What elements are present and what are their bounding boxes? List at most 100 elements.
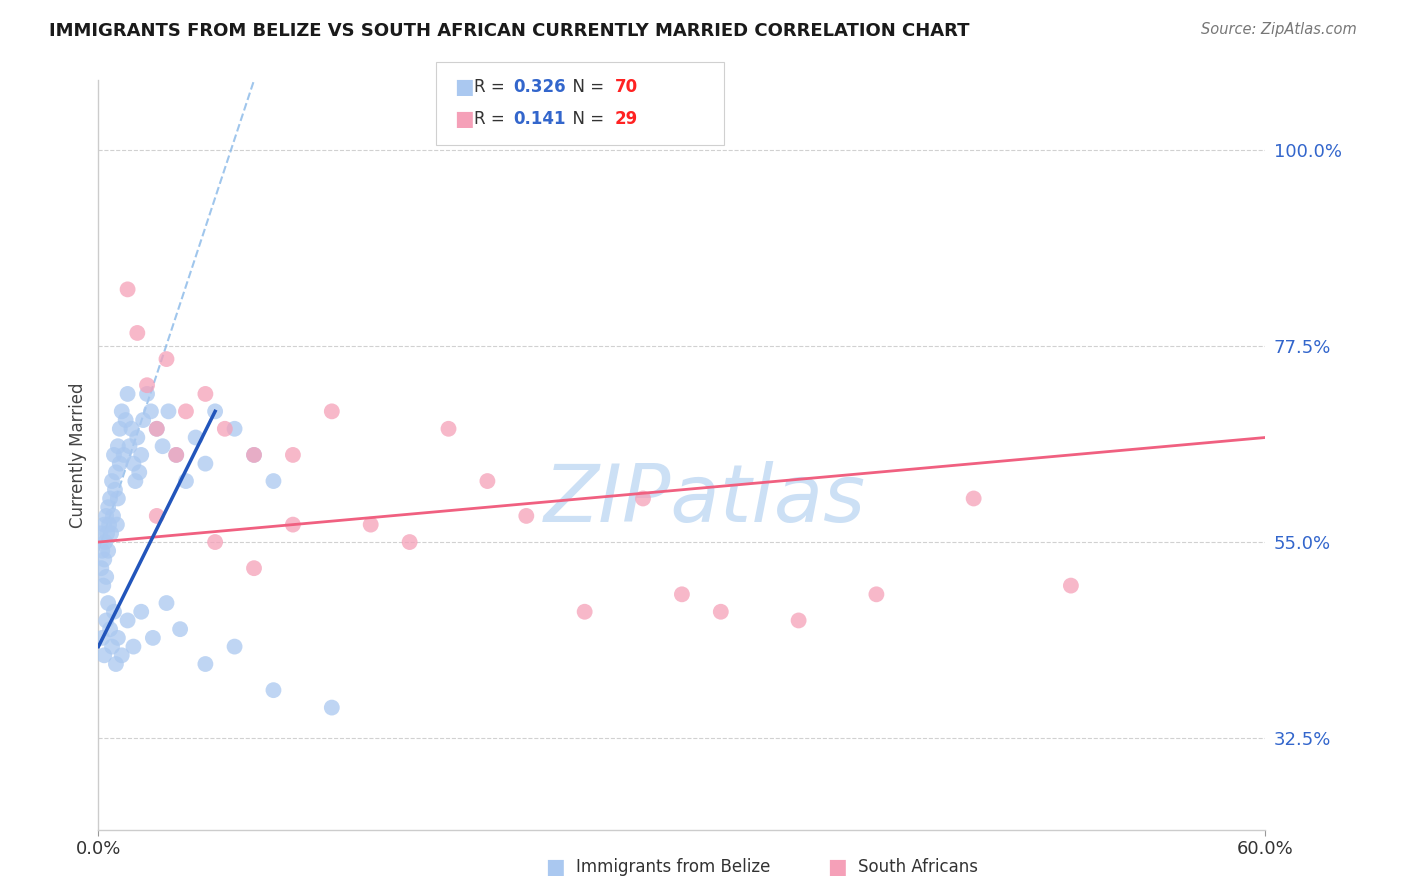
Point (194, 457, 217, 471)
Point (94, 535, 117, 549)
Point (194, 387, 217, 401)
Point (91, 543, 114, 558)
Point (124, 474, 146, 488)
Point (104, 657, 127, 671)
Point (157, 404, 180, 418)
Point (184, 430, 207, 444)
Point (112, 448, 135, 462)
Text: South Africans: South Africans (858, 858, 977, 876)
Point (437, 422, 460, 436)
Point (139, 404, 162, 418)
Point (865, 587, 887, 601)
Point (100, 526, 122, 541)
Text: ZIPatlas: ZIPatlas (544, 461, 866, 539)
Point (477, 474, 499, 488)
Point (98, 517, 121, 532)
Point (122, 640, 145, 654)
Point (281, 517, 304, 532)
Point (962, 491, 984, 506)
Point (174, 404, 197, 418)
Y-axis label: Currently Married: Currently Married (69, 382, 87, 528)
Point (1060, 579, 1083, 593)
Text: R =: R = (474, 78, 510, 95)
Point (224, 422, 246, 436)
Point (90, 561, 112, 575)
Point (103, 448, 125, 462)
Point (321, 700, 343, 714)
Point (96, 526, 118, 541)
Text: N =: N = (562, 110, 610, 128)
Point (127, 430, 149, 444)
Point (117, 614, 139, 628)
Point (96, 614, 118, 628)
Point (146, 508, 169, 523)
Point (118, 439, 141, 453)
Text: ■: ■ (546, 857, 565, 877)
Text: 0.326: 0.326 (513, 78, 565, 95)
Text: 29: 29 (614, 110, 638, 128)
Point (204, 404, 226, 418)
Text: IMMIGRANTS FROM BELIZE VS SOUTH AFRICAN CURRENTLY MARRIED CORRELATION CHART: IMMIGRANTS FROM BELIZE VS SOUTH AFRICAN … (49, 22, 970, 40)
Text: 0.141: 0.141 (513, 110, 565, 128)
Point (243, 448, 266, 462)
Point (97, 500, 120, 515)
Point (281, 448, 304, 462)
Point (165, 448, 187, 462)
Point (515, 508, 537, 523)
Point (105, 517, 128, 532)
Point (111, 648, 134, 663)
Point (93, 517, 115, 532)
Point (91, 579, 114, 593)
Point (142, 631, 165, 645)
Text: ■: ■ (454, 77, 474, 96)
Point (101, 508, 124, 523)
Point (122, 457, 145, 471)
Point (111, 404, 134, 418)
Point (321, 404, 343, 418)
Point (93, 648, 115, 663)
Point (101, 640, 124, 654)
Point (155, 596, 177, 610)
Point (108, 457, 131, 471)
Point (108, 422, 131, 436)
Point (98, 491, 121, 506)
Point (214, 422, 236, 436)
Point (262, 683, 284, 698)
Point (121, 422, 143, 436)
Point (98, 622, 121, 636)
Point (117, 387, 139, 401)
Point (169, 622, 191, 636)
Point (103, 605, 125, 619)
Point (194, 657, 217, 671)
Point (114, 413, 136, 427)
Point (262, 474, 284, 488)
Point (146, 422, 169, 436)
Point (152, 439, 174, 453)
Point (91, 631, 114, 645)
Point (136, 387, 159, 401)
Text: ■: ■ (827, 857, 846, 877)
Point (107, 631, 129, 645)
Point (117, 282, 139, 296)
Point (574, 605, 596, 619)
Point (93, 552, 115, 566)
Point (97, 543, 120, 558)
Point (155, 352, 177, 367)
Point (174, 474, 197, 488)
Point (398, 535, 420, 549)
Point (128, 466, 150, 480)
Point (127, 326, 149, 340)
Point (710, 605, 733, 619)
Text: N =: N = (562, 78, 610, 95)
Text: R =: R = (474, 110, 515, 128)
Point (146, 422, 169, 436)
Point (89, 526, 111, 541)
Text: 70: 70 (614, 78, 637, 95)
Point (129, 448, 152, 462)
Point (243, 448, 266, 462)
Point (204, 535, 226, 549)
Point (101, 474, 124, 488)
Point (787, 614, 810, 628)
Text: Source: ZipAtlas.com: Source: ZipAtlas.com (1201, 22, 1357, 37)
Point (107, 439, 129, 453)
